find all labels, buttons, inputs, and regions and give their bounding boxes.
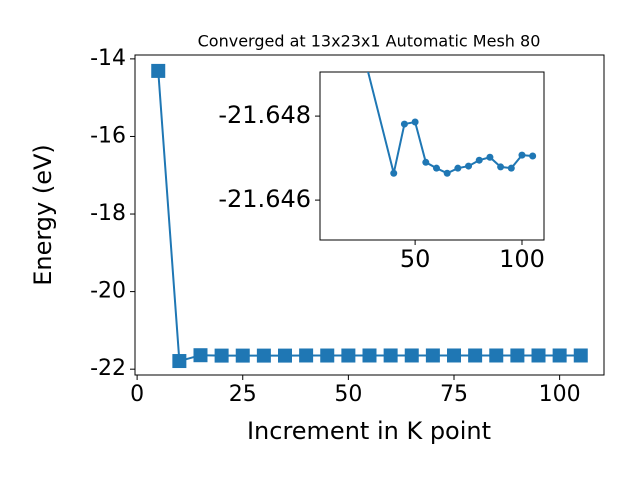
y-tick-label: -16 [90,123,126,148]
data-point [172,354,187,369]
data-point [432,164,440,172]
data-point [489,348,504,363]
y-tick-label: -22 [90,356,126,381]
data-point [214,348,229,363]
data-point [422,158,430,166]
data-point [510,348,525,363]
data-point [507,164,515,172]
chart-title: Converged at 13x23x1 Automatic Mesh 80 [198,32,541,51]
data-point [447,348,462,363]
data-point [341,348,356,363]
data-point [411,118,419,126]
data-point [193,348,208,363]
data-point [151,63,166,78]
data-point [425,348,440,363]
x-tick-label: 50 [400,245,431,273]
data-point [299,348,314,363]
series-group [151,63,588,369]
data-point [277,348,292,363]
data-point [465,162,473,170]
data-point [497,163,505,171]
x-tick-label: 75 [440,382,468,407]
data-point [235,348,250,363]
data-point [486,153,494,161]
data-point [383,348,398,363]
y-axis-label: Energy (eV) [29,144,57,286]
y-tick-label: -21.648 [218,101,311,129]
data-point [400,120,408,128]
y-tick-label: -20 [90,279,126,304]
y-tick-label: -21.646 [218,185,311,213]
data-point [529,152,537,160]
data-point [320,348,335,363]
x-tick-label: 25 [229,382,257,407]
y-tick-label: -18 [90,201,126,226]
data-point [362,348,377,363]
x-tick-label: 0 [130,382,144,407]
x-tick-label: 50 [334,382,362,407]
plot-area [319,71,545,241]
data-point [573,348,588,363]
data-point [443,169,451,177]
data-point [468,348,483,363]
data-point [552,348,567,363]
data-point [518,151,526,159]
data-point [347,1,354,8]
x-tick-label: 100 [499,245,545,273]
x-axis-label: Increment in K point [247,417,491,445]
y-tick-label: -14 [90,46,126,71]
series-group [347,1,537,177]
x-tick-label: 100 [539,382,581,407]
data-point [531,348,546,363]
data-point [404,348,419,363]
data-point [454,164,462,172]
data-point [475,156,483,164]
data-point [256,348,271,363]
data-point [390,169,398,177]
